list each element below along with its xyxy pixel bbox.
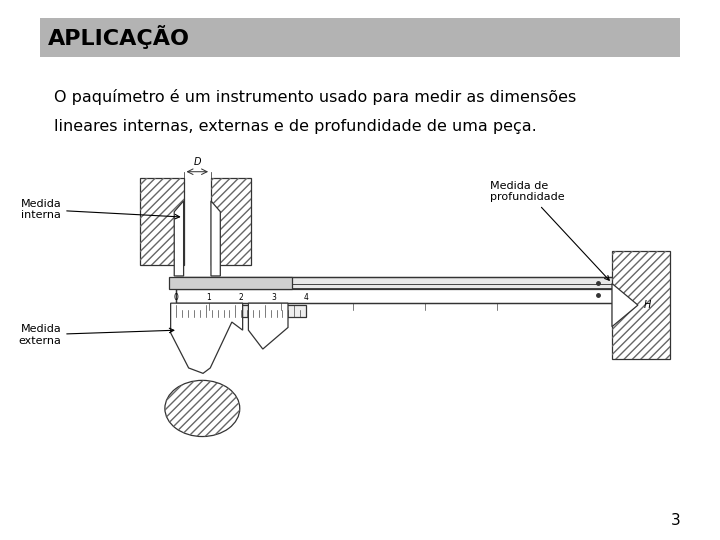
Text: Medida de
profundidade: Medida de profundidade [490,181,609,280]
Polygon shape [612,284,638,327]
Bar [140,178,184,265]
Text: O paquímetro é um instrumento usado para medir as dimensões: O paquímetro é um instrumento usado para… [54,89,576,105]
Text: lineares internas, externas e de profundidade de uma peça.: lineares internas, externas e de profund… [54,119,536,134]
Text: H: H [644,300,652,310]
Text: APLICAÇÃO: APLICAÇÃO [48,25,190,49]
Bar [176,289,616,303]
Bar [140,178,184,265]
Bar [612,251,670,359]
Text: D: D [194,157,201,167]
Text: Medida
interna: Medida interna [20,199,179,220]
Text: Medida
externa: Medida externa [18,324,174,346]
Circle shape [165,380,240,436]
Polygon shape [171,303,243,373]
Bar [211,178,251,265]
Bar [169,277,292,289]
Text: 3: 3 [670,513,680,528]
Polygon shape [211,201,220,276]
Text: 2: 2 [239,293,243,302]
Bar [40,18,680,57]
Bar [176,277,616,289]
Text: 4: 4 [304,293,308,302]
Bar [176,305,306,316]
Text: 0: 0 [174,293,179,302]
Bar [176,277,616,303]
Text: 3: 3 [271,293,276,302]
Polygon shape [248,303,288,349]
Polygon shape [174,201,184,276]
Text: 1: 1 [207,293,211,302]
Bar [612,251,670,359]
Bar [211,178,251,265]
